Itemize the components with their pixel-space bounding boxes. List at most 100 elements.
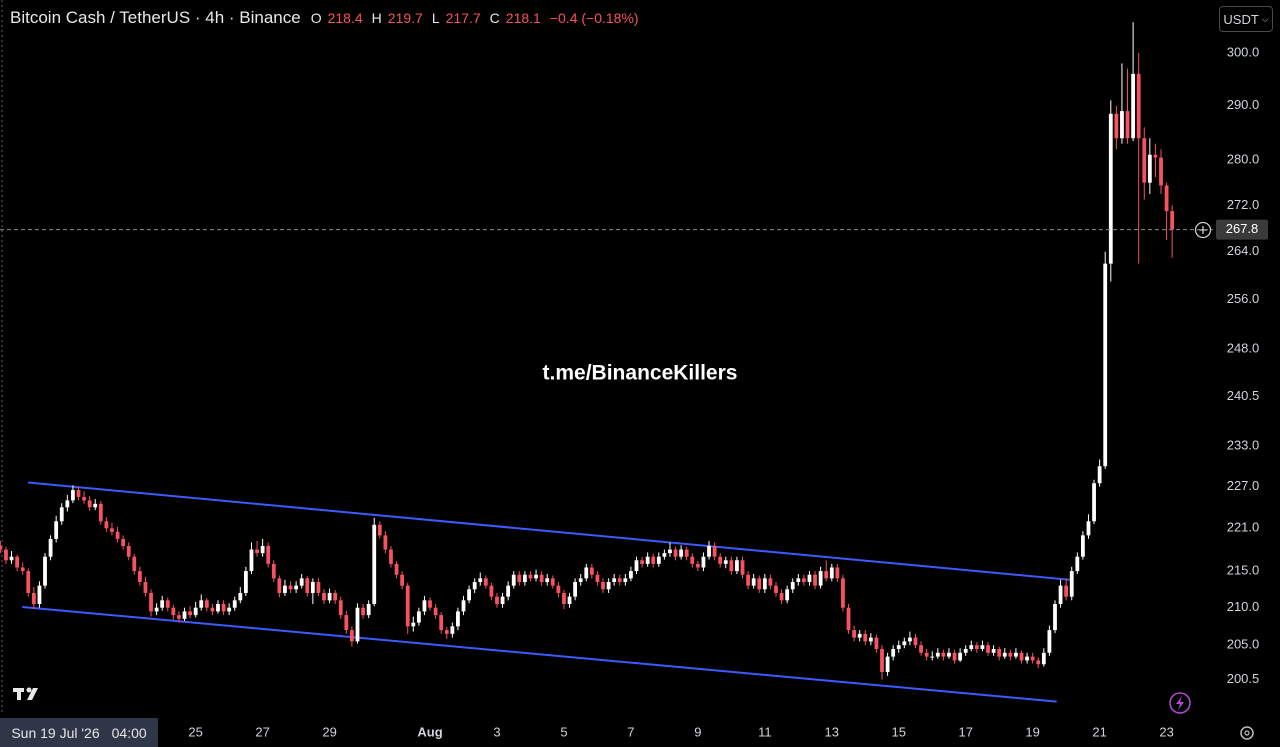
candle-body xyxy=(1075,556,1080,572)
price-tag xyxy=(1216,219,1268,240)
candle-body xyxy=(338,600,343,616)
candle-body xyxy=(389,549,393,564)
candle-body xyxy=(243,571,248,593)
candle-body xyxy=(991,648,996,653)
candle-body xyxy=(115,531,120,539)
candle-body xyxy=(623,578,628,582)
y-tick-label: 272.0 xyxy=(1227,197,1260,212)
candle-body xyxy=(500,596,505,605)
x-tick-label: 9 xyxy=(694,724,701,739)
candle-body xyxy=(37,585,42,605)
candle-body xyxy=(595,574,600,582)
candle-body xyxy=(629,571,633,579)
x-tick-label: 19 xyxy=(1025,724,1039,739)
candle-body xyxy=(601,581,605,590)
candle-body xyxy=(444,630,449,634)
candle-body xyxy=(567,596,572,605)
candle-body xyxy=(1080,535,1085,557)
candle-body xyxy=(1030,656,1035,661)
y-tick-label: 256.0 xyxy=(1227,291,1260,306)
y-tick-label: 290.0 xyxy=(1227,97,1260,112)
candle-body xyxy=(456,611,460,627)
y-tick-label: 205.0 xyxy=(1227,637,1260,652)
candle-body xyxy=(177,615,181,619)
candle-body xyxy=(584,567,589,579)
candle-body xyxy=(668,549,672,554)
candle-body xyxy=(82,496,86,501)
y-tick-label: 233.0 xyxy=(1227,438,1260,453)
candle-body xyxy=(20,567,25,572)
candle-body xyxy=(896,645,901,649)
candle-body xyxy=(199,600,204,608)
legend-value: 219.7 xyxy=(387,10,423,26)
candle-body xyxy=(707,545,711,557)
candle-body xyxy=(963,648,968,653)
trendline xyxy=(27,481,1071,581)
candle-body xyxy=(868,637,873,642)
candle-body xyxy=(76,490,81,497)
candle-body xyxy=(93,503,98,508)
candle-body xyxy=(562,592,566,605)
candle-body xyxy=(762,578,767,590)
candle-body xyxy=(1019,652,1024,661)
candle-body xyxy=(478,578,483,582)
candle-body xyxy=(612,578,617,582)
currency-button[interactable]: USDT ⌵ xyxy=(1219,6,1273,32)
candle-body xyxy=(1064,585,1069,597)
candle-body xyxy=(712,545,717,557)
trendline xyxy=(22,605,1057,703)
candle-body xyxy=(450,626,455,634)
candle-body xyxy=(372,524,377,605)
candle-body xyxy=(333,592,338,601)
candle-body xyxy=(188,611,192,616)
candle-body xyxy=(405,585,410,627)
legend-value: 218.4 xyxy=(327,10,363,26)
x-tick-label: 3 xyxy=(493,724,500,739)
candle-body xyxy=(104,521,109,529)
x-tick-label: 23 xyxy=(1159,724,1173,739)
candle-body xyxy=(841,578,845,608)
candle-body xyxy=(1142,138,1147,183)
candle-body xyxy=(857,633,862,638)
x-tick-label: 11 xyxy=(758,724,772,739)
candle-body xyxy=(483,578,488,586)
settings-icon[interactable] xyxy=(1240,726,1254,740)
candle-body xyxy=(729,560,734,572)
chart-title: Bitcoin Cash / TetherUS · 4h · Binance xyxy=(10,8,301,27)
candle-body xyxy=(1136,73,1141,139)
candle-body xyxy=(740,560,745,575)
candle-body xyxy=(589,567,594,575)
candle-body xyxy=(299,578,304,586)
candle-body xyxy=(137,571,142,582)
candle-body xyxy=(98,503,103,522)
candle-body xyxy=(813,574,817,586)
candle-body xyxy=(1008,652,1013,657)
candle-body xyxy=(322,592,326,601)
candle-body xyxy=(216,604,220,612)
candle-body xyxy=(132,556,137,572)
candle-body xyxy=(59,507,64,522)
watermark: t.me/BinanceKillers xyxy=(543,362,738,385)
candle-body xyxy=(249,549,254,572)
candle-body xyxy=(846,607,851,631)
candle-body xyxy=(1002,652,1007,657)
legend-key: C xyxy=(489,10,500,26)
candle-body xyxy=(651,556,656,564)
candle-body xyxy=(305,578,310,593)
candle-body xyxy=(439,615,444,631)
crosshair-time: 04:00 xyxy=(111,724,147,741)
candle-body xyxy=(1025,656,1029,661)
candle-body xyxy=(958,652,963,661)
candle-body xyxy=(1108,113,1113,264)
candle-body xyxy=(472,581,477,590)
candle-body xyxy=(428,600,432,608)
lightning-icon[interactable] xyxy=(1169,692,1191,714)
candle-body xyxy=(422,600,427,612)
candle-body xyxy=(26,571,31,593)
candle-body xyxy=(71,490,75,501)
candle-body xyxy=(1120,111,1124,139)
candle-body xyxy=(1058,585,1063,605)
price-tag-label: 267.8 xyxy=(1226,221,1259,236)
candle-body xyxy=(310,581,315,593)
